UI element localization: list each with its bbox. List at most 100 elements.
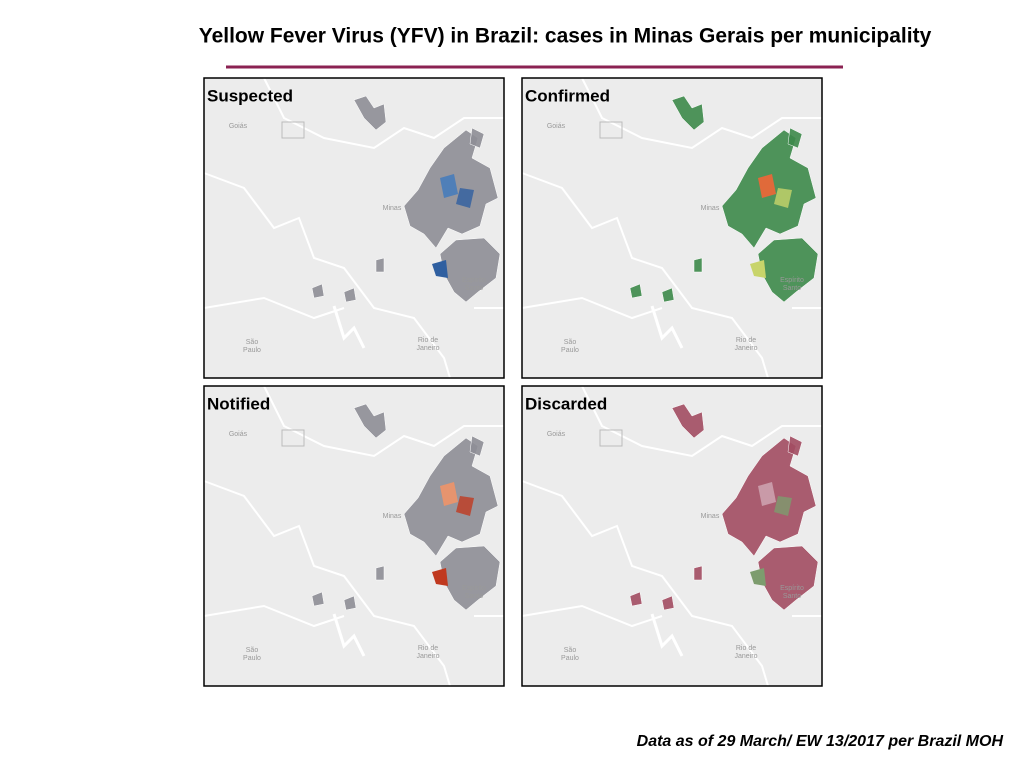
border	[521, 172, 769, 379]
place-label: Espírito	[462, 277, 486, 284]
place-label: Santo	[465, 593, 483, 600]
border	[581, 77, 822, 150]
panel-frame	[203, 385, 505, 687]
place-label: Goiás	[229, 123, 248, 130]
case-area	[787, 127, 803, 149]
place-label: Rio de	[418, 337, 438, 344]
border	[203, 172, 451, 379]
case-area	[469, 435, 485, 457]
river	[650, 305, 684, 349]
river	[650, 613, 684, 657]
case-highlight	[432, 260, 448, 278]
map-marker	[599, 121, 623, 139]
case-area	[757, 237, 819, 303]
place-label: Rio de	[736, 645, 756, 652]
place-label: Paulo	[561, 655, 579, 662]
case-highlight	[750, 260, 766, 278]
place-label: Paulo	[243, 655, 261, 662]
border	[203, 480, 451, 687]
case-area	[375, 565, 385, 581]
case-area	[671, 403, 705, 439]
case-highlight	[440, 482, 458, 506]
place-label: Espírito	[780, 277, 804, 284]
case-highlight	[456, 188, 474, 208]
case-area	[629, 283, 643, 299]
panel-label: Discarded	[525, 394, 607, 413]
place-label: Santo	[783, 285, 801, 292]
case-highlight	[432, 568, 448, 586]
map-marker	[599, 429, 623, 447]
case-highlight	[774, 496, 792, 516]
place-label: Rio de	[736, 337, 756, 344]
border	[263, 385, 504, 458]
panel-label: Notified	[207, 394, 270, 413]
case-area	[353, 95, 387, 131]
river	[332, 613, 366, 657]
case-highlight	[758, 482, 776, 506]
case-area	[469, 127, 485, 149]
place-label: São	[564, 647, 577, 654]
place-label: Minas	[701, 205, 720, 212]
border	[521, 296, 663, 320]
case-area	[693, 257, 703, 273]
panel-frame	[203, 77, 505, 379]
case-area	[693, 565, 703, 581]
case-area	[671, 95, 705, 131]
border	[203, 604, 345, 628]
case-highlight	[758, 174, 776, 198]
case-area	[757, 545, 819, 611]
place-label: São	[564, 339, 577, 346]
panel-frame	[521, 77, 823, 379]
panel-label: Confirmed	[525, 86, 610, 105]
case-area	[375, 257, 385, 273]
case-area	[661, 595, 675, 611]
case-area	[439, 237, 501, 303]
place-label: São	[246, 647, 259, 654]
border	[203, 296, 345, 320]
case-area	[629, 591, 643, 607]
map-marker	[281, 429, 305, 447]
place-label: Janeiro	[417, 653, 440, 660]
border	[521, 604, 663, 628]
place-label: Janeiro	[735, 345, 758, 352]
place-label: Minas	[383, 513, 402, 520]
case-area	[343, 287, 357, 303]
place-label: Santo	[783, 593, 801, 600]
place-label: Minas	[383, 205, 402, 212]
case-area	[353, 403, 387, 439]
river	[332, 305, 366, 349]
case-highlight	[440, 174, 458, 198]
case-highlight	[774, 188, 792, 208]
case-highlight	[750, 568, 766, 586]
place-label: São	[246, 339, 259, 346]
place-label: Espírito	[462, 585, 486, 592]
place-label: Santo	[465, 285, 483, 292]
place-label: Janeiro	[417, 345, 440, 352]
case-area	[343, 595, 357, 611]
place-label: Goiás	[547, 431, 566, 438]
case-area	[311, 591, 325, 607]
place-label: Goiás	[229, 431, 248, 438]
place-label: Paulo	[243, 347, 261, 354]
case-area	[311, 283, 325, 299]
border	[521, 480, 769, 687]
panel-frame	[521, 385, 823, 687]
title: Yellow Fever Virus (YFV) in Brazil: case…	[199, 25, 932, 48]
case-area	[439, 545, 501, 611]
place-label: Paulo	[561, 347, 579, 354]
border	[581, 385, 822, 458]
place-label: Goiás	[547, 123, 566, 130]
case-area	[661, 287, 675, 303]
case-area	[787, 435, 803, 457]
case-highlight	[456, 496, 474, 516]
place-label: Janeiro	[735, 653, 758, 660]
footnote: Data as of 29 March/ EW 13/2017 per Braz…	[637, 733, 1004, 750]
place-label: Rio de	[418, 645, 438, 652]
map-marker	[281, 121, 305, 139]
